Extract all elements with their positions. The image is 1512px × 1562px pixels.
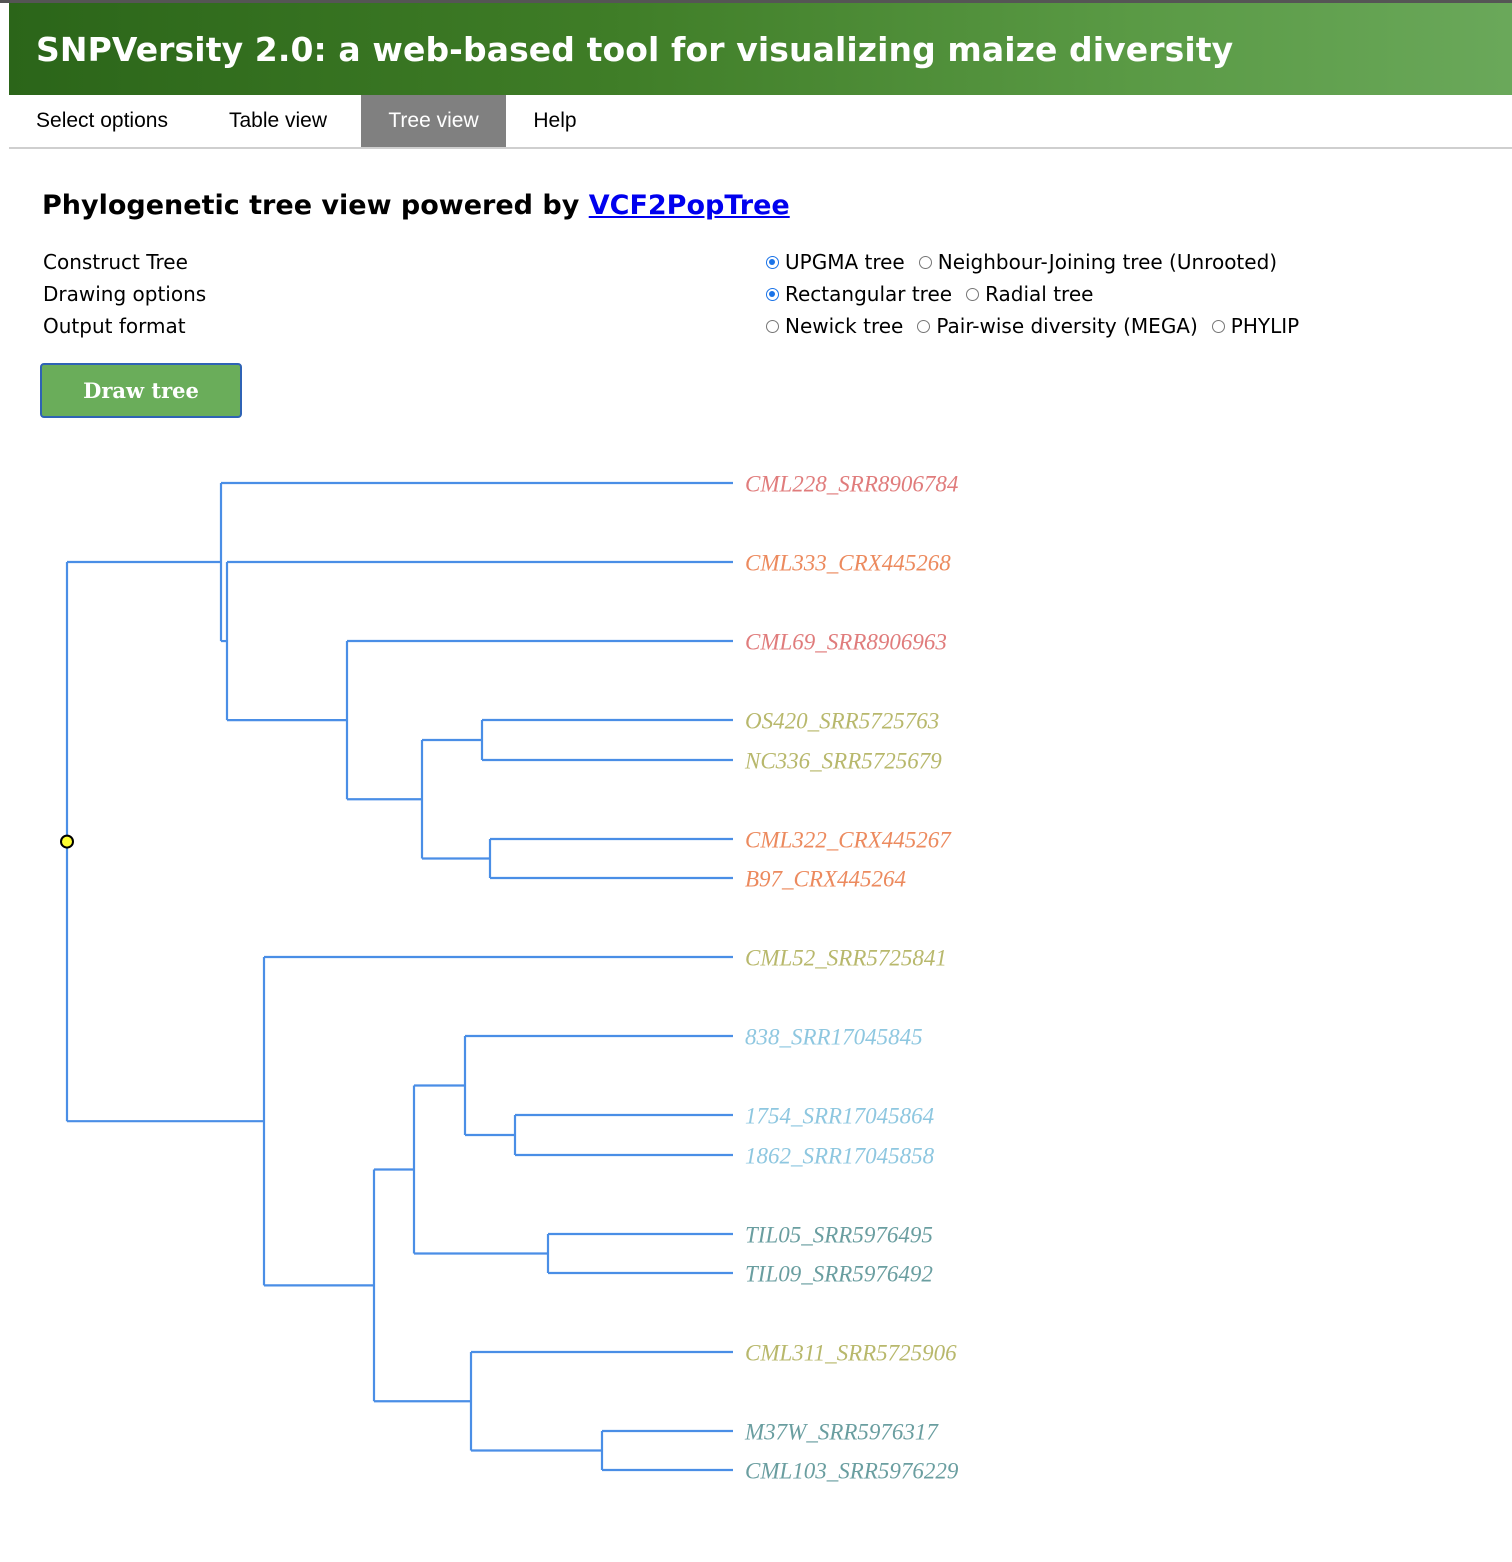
upgma-option[interactable]: UPGMA tree — [766, 250, 905, 274]
section-title: Phylogenetic tree view powered by VCF2Po… — [42, 190, 790, 221]
app-header: SNPVersity 2.0: a web-based tool for vis… — [9, 3, 1512, 95]
root-marker[interactable] — [60, 834, 74, 849]
tree-leaf-label: CML103_SRR5976229 — [745, 1458, 959, 1483]
radial-radio[interactable] — [966, 287, 980, 301]
app-title: SNPVersity 2.0: a web-based tool for vis… — [36, 29, 1234, 69]
tree-leaf-label: TIL09_SRR5976492 — [745, 1261, 933, 1286]
rectangular-radio[interactable] — [766, 287, 779, 301]
nav-tabs: Select options Table view Tree view Help — [9, 95, 1512, 149]
drawing-options-label: Drawing options — [43, 282, 207, 306]
newick-option[interactable]: Newick tree — [766, 314, 903, 338]
section-title-text: Phylogenetic tree view powered by — [42, 190, 589, 221]
tree-leaf-label: CML228_SRR8906784 — [745, 471, 958, 496]
rectangular-label: Rectangular tree — [785, 282, 953, 306]
tree-leaf-label: CML322_CRX445267 — [745, 827, 952, 852]
tree-leaf-label: CML333_CRX445268 — [745, 550, 951, 575]
phylip-radio[interactable] — [1211, 319, 1225, 333]
tab-table-view[interactable]: Table view — [228, 109, 328, 132]
tree-leaf-label: TIL05_SRR5976495 — [745, 1222, 933, 1247]
tree-leaf-label: 838_SRR17045845 — [745, 1024, 923, 1049]
nj-option[interactable]: Neighbour-Joining tree (Unrooted) — [918, 250, 1278, 274]
mega-label: Pair-wise diversity (MEGA) — [936, 314, 1198, 338]
nj-radio[interactable] — [918, 255, 932, 269]
vcf2poptree-link[interactable]: VCF2PopTree — [588, 190, 790, 221]
output-format-label: Output format — [43, 314, 186, 338]
tab-tree-view[interactable]: Tree view — [361, 95, 506, 147]
tab-help[interactable]: Help — [533, 109, 577, 132]
mega-option[interactable]: Pair-wise diversity (MEGA) — [917, 314, 1198, 338]
radial-option[interactable]: Radial tree — [966, 282, 1093, 306]
top-border — [0, 0, 1512, 3]
upgma-label: UPGMA tree — [785, 250, 905, 274]
tree-leaf-label: M37W_SRR5976317 — [744, 1419, 939, 1444]
output-format-options: Newick tree Pair-wise diversity (MEGA) P… — [766, 314, 1313, 338]
draw-tree-button[interactable]: Draw tree — [40, 363, 242, 418]
tree-leaf-label: 1754_SRR17045864 — [745, 1103, 934, 1128]
upgma-radio[interactable] — [766, 255, 779, 269]
construct-tree-label: Construct Tree — [43, 250, 188, 274]
tab-select-options[interactable]: Select options — [36, 109, 168, 132]
tree-leaf-label: CML69_SRR8906963 — [745, 629, 947, 654]
drawing-options: Rectangular tree Radial tree — [766, 282, 1107, 306]
tree-leaf-label: B97_CRX445264 — [745, 866, 906, 891]
tree-leaf-label: 1862_SRR17045858 — [745, 1143, 935, 1168]
tree-leaf-label: CML311_SRR5725906 — [745, 1340, 957, 1365]
radial-label: Radial tree — [985, 282, 1094, 306]
construct-tree-options: UPGMA tree Neighbour-Joining tree (Unroo… — [766, 250, 1291, 274]
phylogenetic-tree: CML228_SRR8906784 CML333_CRX445268 CML69_S… — [60, 471, 959, 1483]
rectangular-option[interactable]: Rectangular tree — [766, 282, 952, 306]
tree-leaf-label: OS420_SRR5725763 — [745, 708, 939, 733]
tree-leaf-label: CML52_SRR5725841 — [745, 945, 947, 970]
mega-radio[interactable] — [917, 319, 931, 333]
newick-label: Newick tree — [785, 314, 904, 338]
tree-leaf-label: NC336_SRR5725679 — [744, 748, 942, 773]
nj-label: Neighbour-Joining tree (Unrooted) — [937, 250, 1278, 274]
newick-radio[interactable] — [766, 319, 779, 333]
phylip-option[interactable]: PHYLIP — [1211, 314, 1300, 338]
phylip-label: PHYLIP — [1230, 314, 1300, 338]
